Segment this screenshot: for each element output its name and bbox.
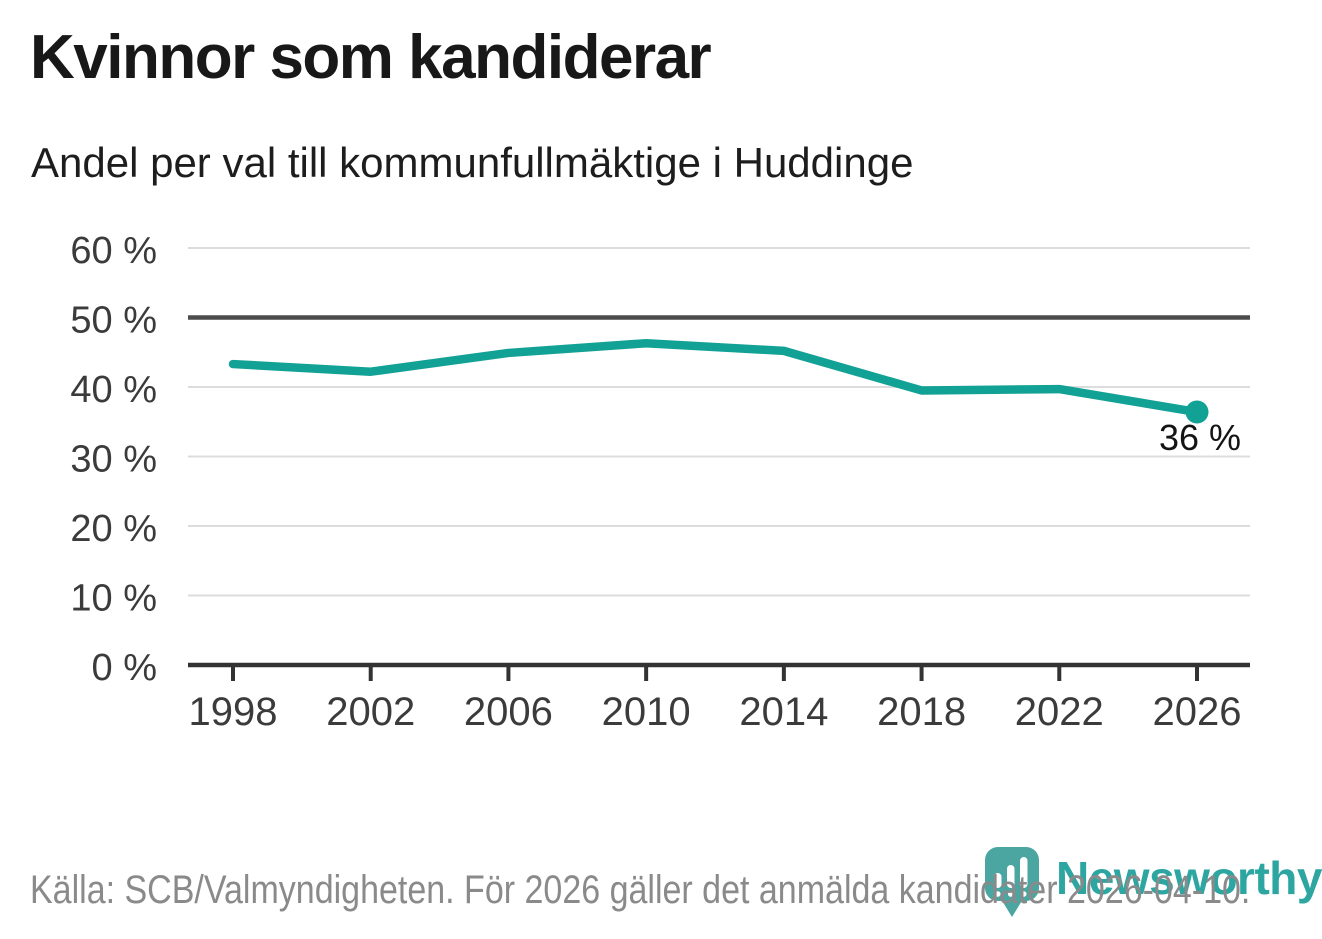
x-axis-label: 2002 — [326, 690, 415, 734]
x-axis-label: 2014 — [739, 690, 828, 734]
data-line — [228, 338, 1202, 417]
newsworthy-logo: Newsworthy — [984, 846, 1322, 918]
source-note: Källa: SCB/Valmyndigheten. För 2026 gäll… — [30, 868, 1251, 912]
newsworthy-pin-barchart-icon — [985, 847, 1039, 917]
end-point-marker — [1185, 400, 1209, 424]
x-axis-label: 2022 — [1015, 690, 1104, 734]
x-axis-label: 2010 — [602, 690, 691, 734]
x-axis-label: 1998 — [189, 690, 278, 734]
y-axis-label: 40 % — [70, 369, 157, 411]
y-axis-label: 0 % — [92, 647, 157, 689]
y-axis-label: 60 % — [70, 230, 157, 272]
page-subtitle: Andel per val till kommunfullmäktige i H… — [31, 139, 914, 186]
y-axis-label: 10 % — [70, 578, 157, 620]
y-axis-label: 20 % — [70, 508, 157, 550]
newsworthy-wordmark: Newsworthy — [1056, 852, 1322, 904]
x-axis-label: 2026 — [1153, 690, 1242, 734]
page-title: Kvinnor som kandiderar — [30, 23, 712, 92]
y-axis-label: 50 % — [70, 300, 157, 342]
end-value-label: 36 % — [1159, 417, 1241, 458]
x-axis-label: 2018 — [877, 690, 966, 734]
x-axis-label: 2006 — [464, 690, 553, 734]
y-axis-label: 30 % — [70, 439, 157, 481]
